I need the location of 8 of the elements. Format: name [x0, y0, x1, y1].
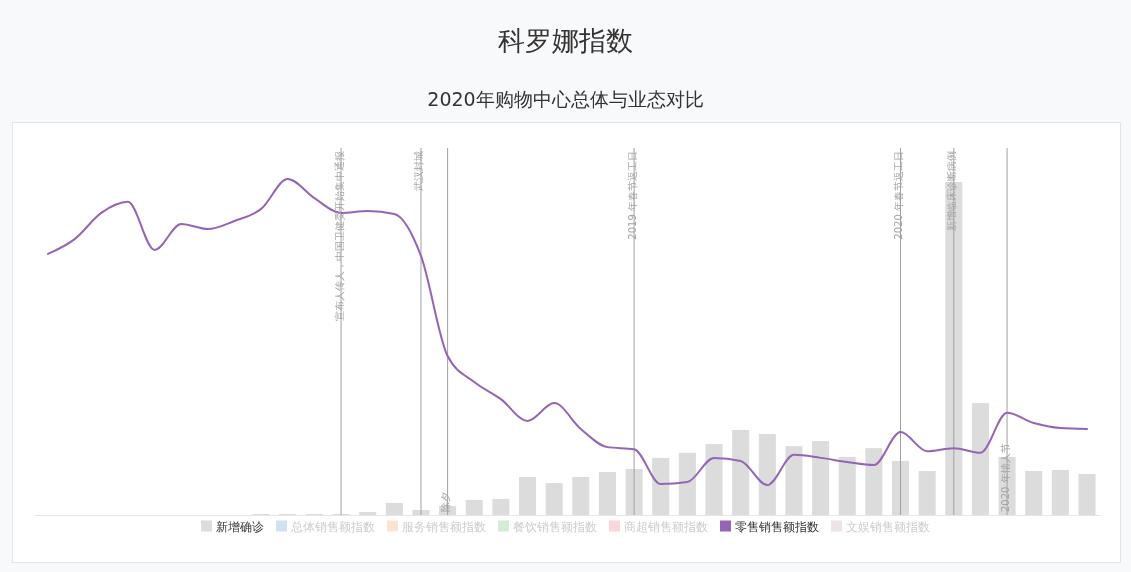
legend-label: 零售销售额指数	[735, 519, 819, 534]
x-tick-label: 除夕	[440, 492, 452, 512]
chart-subtitle: 2020年购物中心总体与业态对比	[427, 88, 704, 110]
x-tick-label: 2019 年春节返工日	[626, 151, 638, 240]
x-tick-label: 武汉封城	[413, 151, 425, 191]
legend-label: 新增确诊	[216, 519, 264, 534]
chart-title: 科罗娜指数	[498, 25, 633, 56]
x-tick-label: 宣布人传人，中国卫健委开始集中通报	[333, 151, 345, 321]
